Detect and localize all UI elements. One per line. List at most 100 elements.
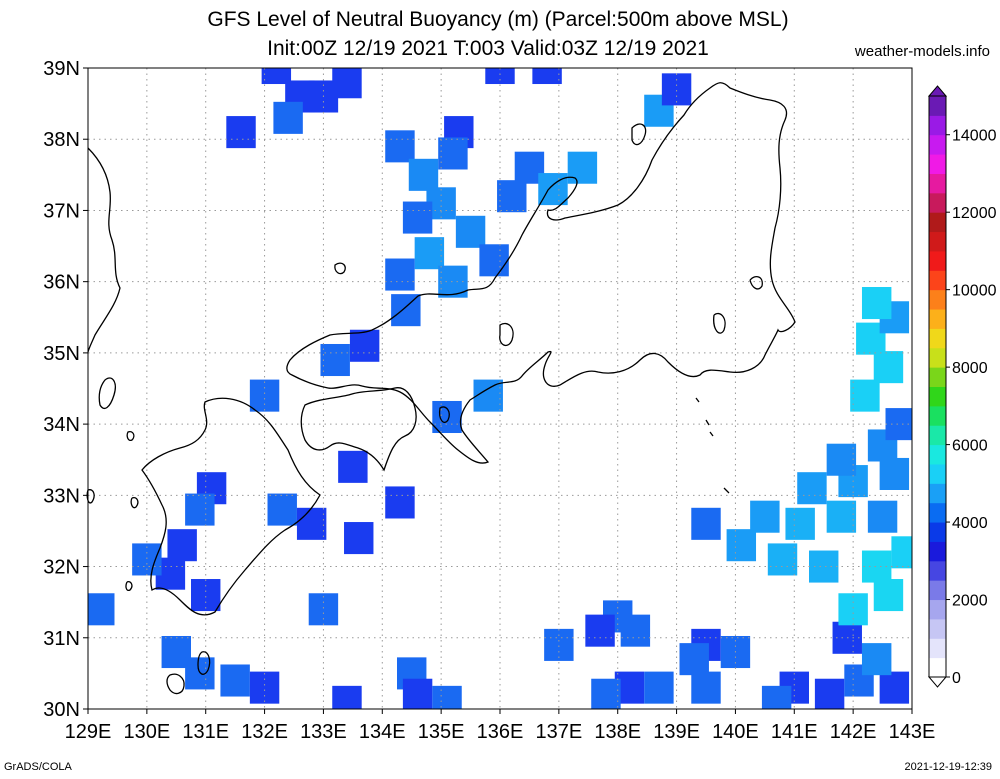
colorbar-swatch <box>929 250 946 271</box>
field-cell <box>332 68 362 99</box>
lat-tick-label: 36N <box>43 272 80 294</box>
field-cell <box>191 579 221 612</box>
field-cell <box>873 351 904 384</box>
field-cell <box>861 287 892 320</box>
latitude-tick-labels: 30N 31N 32N 33N 34N 35N 36N 37N 38N 39N <box>43 58 88 721</box>
field-cell <box>850 379 880 412</box>
field-cell <box>591 678 621 709</box>
field-cell <box>338 450 368 483</box>
lon-tick-label: 131E <box>182 721 229 743</box>
izu-island-chain <box>695 397 730 494</box>
lat-tick-label: 37N <box>43 200 80 222</box>
lon-tick-label: 132E <box>241 721 288 743</box>
field-cell <box>249 379 280 412</box>
lon-tick-label: 135E <box>418 721 465 743</box>
field-cell <box>867 500 898 533</box>
colorbar-swatch <box>929 347 946 368</box>
field-cell <box>88 593 115 626</box>
field-cell <box>414 237 445 270</box>
field-cell <box>861 643 892 676</box>
field-cell <box>809 550 839 583</box>
field-cell <box>261 68 292 85</box>
lat-tick-label: 34N <box>43 414 80 436</box>
colorbar-swatch <box>929 212 946 233</box>
colorbar-swatch <box>929 638 946 659</box>
field-cell <box>273 101 303 134</box>
coastline-layer <box>86 82 796 695</box>
field-cell <box>408 158 439 191</box>
colorbar-swatch <box>929 522 946 542</box>
boso-peninsula <box>713 275 763 334</box>
field-cell <box>767 543 798 576</box>
colorbar-min-arrow <box>927 676 948 688</box>
colorbar-label: 6000 <box>952 438 988 455</box>
colorbar-label: 14000 <box>952 128 997 145</box>
colorbar-swatch <box>929 231 946 252</box>
colorbar-swatch <box>929 309 946 329</box>
field-cell <box>879 671 910 704</box>
field-cell <box>385 486 415 519</box>
lon-tick-label: 138E <box>594 721 641 743</box>
field-cell <box>132 543 162 576</box>
field-cell <box>644 671 674 704</box>
yakushima-island <box>197 651 211 675</box>
field-cell <box>567 151 598 184</box>
tsushima-island <box>98 377 116 409</box>
field-cell <box>320 343 350 377</box>
chart-title: GFS Level of Neutral Buoyancy (m) (Parce… <box>207 8 789 31</box>
field-cell <box>691 507 721 540</box>
colorbar-swatch <box>929 367 946 387</box>
colorbar-swatch <box>929 541 946 562</box>
lon-tick-label: 139E <box>653 721 700 743</box>
colorbar-label: 12000 <box>952 205 997 222</box>
sado-island <box>631 123 647 146</box>
field-cell <box>267 493 297 526</box>
field-cell <box>473 379 503 412</box>
colorbar-swatch <box>929 134 946 155</box>
awaji-island <box>438 406 450 423</box>
colorbar-swatch <box>929 289 946 310</box>
lon-tick-label: 136E <box>477 721 524 743</box>
lon-tick-label: 143E <box>889 721 936 743</box>
colorbar-swatch <box>929 154 946 174</box>
lat-tick-label: 31N <box>43 628 80 650</box>
field-cell <box>479 244 509 277</box>
field-cell <box>332 685 362 709</box>
colorbar: 0 2000 4000 6000 8000 10000 12000 14000 <box>927 85 997 688</box>
field-cell <box>532 68 562 85</box>
colorbar-label: 2000 <box>952 593 988 610</box>
lon-tick-label: 140E <box>712 721 759 743</box>
field-cell <box>344 522 374 555</box>
colorbar-max-arrow <box>927 85 948 97</box>
colorbar-swatch <box>929 444 946 465</box>
field-cell <box>385 130 415 163</box>
field-cell <box>585 614 615 647</box>
field-cell <box>402 678 433 709</box>
lat-tick-label: 30N <box>43 699 80 721</box>
field-cell <box>620 614 651 647</box>
colorbar-swatch <box>929 560 946 581</box>
lon-tick-label: 129E <box>65 721 112 743</box>
colorbar-label: 4000 <box>952 515 988 532</box>
colorbar-swatch <box>929 173 946 194</box>
biwa-lake <box>499 322 514 347</box>
colorbar-swatch <box>929 115 946 136</box>
field-cell <box>402 201 433 234</box>
lon-tick-label: 137E <box>535 721 582 743</box>
lon-tick-label: 141E <box>771 721 818 743</box>
field-cell <box>544 628 574 661</box>
lat-tick-label: 33N <box>43 485 80 507</box>
lon-tick-label: 133E <box>300 721 347 743</box>
field-cell <box>385 258 415 291</box>
field-cell <box>661 73 692 106</box>
colorbar-swatch <box>929 463 946 484</box>
field-cell <box>826 443 857 476</box>
field-cell <box>167 529 197 562</box>
oki-island <box>334 262 346 275</box>
footer-software-credit: GrADS/COLA <box>4 761 72 773</box>
colorbar-swatch <box>929 580 946 601</box>
lat-tick-label: 38N <box>43 129 80 151</box>
colorbar-swatch <box>929 618 946 639</box>
colorbar-label: 0 <box>952 670 961 687</box>
field-cell <box>879 457 910 490</box>
